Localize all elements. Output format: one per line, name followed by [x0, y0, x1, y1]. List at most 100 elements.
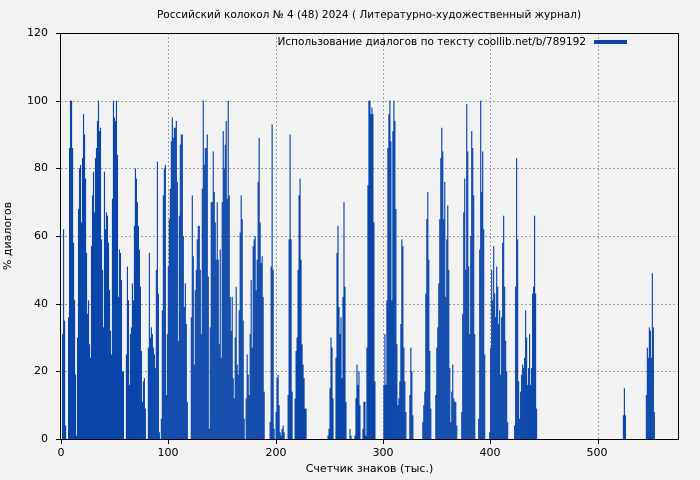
bar [355, 398, 357, 439]
bar [482, 151, 484, 439]
bar [422, 422, 424, 439]
bar [536, 408, 538, 439]
bar [481, 192, 483, 439]
bar [190, 317, 192, 439]
bar [505, 340, 507, 439]
bar [622, 415, 624, 439]
bar [453, 398, 455, 439]
bar [231, 296, 233, 439]
bar [337, 225, 339, 439]
bar [91, 195, 94, 439]
bar [364, 401, 366, 439]
bar [492, 300, 494, 439]
y-tick-label: 100 [27, 94, 48, 107]
bar [81, 158, 84, 439]
bar [254, 236, 256, 439]
bar [468, 266, 470, 439]
bar [412, 415, 414, 439]
bar [115, 100, 118, 440]
bar [427, 192, 429, 439]
bar [241, 219, 243, 439]
bar [283, 432, 285, 439]
bar [296, 337, 298, 439]
bar [423, 405, 425, 439]
bar [88, 344, 91, 439]
bar [403, 347, 405, 439]
x-tick-label: 100 [157, 446, 179, 459]
bar [109, 330, 112, 439]
bar [114, 120, 117, 439]
bar [339, 334, 341, 439]
bar [247, 374, 249, 439]
bar [105, 212, 108, 439]
bar [215, 259, 217, 439]
bar [303, 378, 305, 439]
bar [161, 310, 163, 439]
bar [501, 317, 503, 439]
bar [64, 425, 67, 439]
bar [67, 317, 70, 439]
bar [365, 435, 367, 439]
bar [396, 344, 398, 439]
bar [152, 347, 154, 439]
bar [384, 334, 386, 439]
y-axis-label: % диалогов [1, 201, 14, 271]
bar [362, 428, 364, 439]
bar [139, 286, 141, 439]
bar [90, 246, 93, 439]
bar [531, 367, 533, 439]
bar [499, 310, 501, 439]
bar [141, 401, 143, 439]
x-tick-label: 500 [586, 446, 608, 459]
bar [133, 225, 135, 439]
bar [298, 195, 300, 439]
bar [260, 263, 262, 439]
bar [220, 357, 222, 439]
bar [175, 120, 177, 439]
bar [498, 323, 500, 439]
bar [470, 236, 472, 439]
bar [271, 124, 273, 439]
bar [463, 212, 465, 439]
bar [398, 398, 400, 439]
bar [529, 334, 531, 439]
x-tick-label: 200 [265, 446, 287, 459]
bar [110, 354, 113, 439]
bar [442, 151, 444, 439]
bar [210, 202, 212, 439]
bar [299, 178, 301, 439]
y-tick-label: 120 [27, 26, 48, 39]
bar [480, 100, 482, 440]
bar [357, 384, 359, 439]
bar [526, 337, 528, 439]
x-axis-label: Счетчик знаков (тыс.) [305, 462, 434, 475]
bar [112, 100, 115, 440]
bar [99, 127, 102, 439]
bar [372, 114, 374, 439]
bar [243, 418, 245, 439]
bar [648, 327, 650, 439]
bar-series [61, 100, 655, 440]
bar [230, 330, 232, 439]
bar [85, 252, 88, 439]
bar [454, 401, 456, 439]
bar [331, 347, 333, 439]
bar [181, 134, 183, 439]
bar [528, 367, 530, 439]
bar [534, 215, 536, 439]
bar [301, 344, 303, 439]
bar [305, 408, 307, 439]
bar [186, 401, 188, 439]
bar [261, 256, 263, 439]
bar [208, 428, 210, 439]
bar [653, 411, 655, 439]
bar [282, 425, 284, 439]
bar [461, 411, 463, 439]
bar [370, 114, 372, 439]
bar [502, 242, 504, 439]
bar [516, 158, 518, 439]
bar [500, 374, 502, 439]
bar [521, 374, 523, 439]
bar [178, 215, 180, 439]
